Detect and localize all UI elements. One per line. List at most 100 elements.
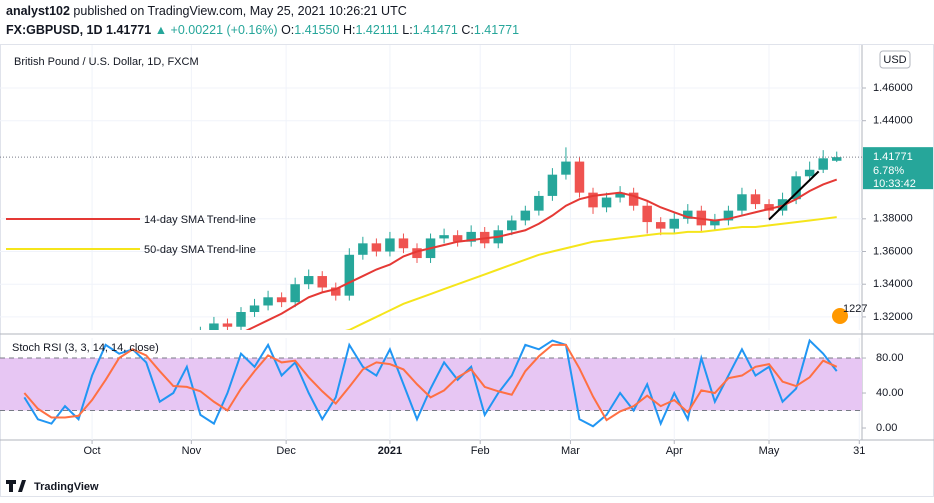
footer-logo <box>6 480 26 492</box>
symbol: FX:GBPUSD, 1D <box>6 23 103 37</box>
candle-body <box>737 194 747 211</box>
candle-body <box>574 161 585 193</box>
price: 1.41771 <box>106 23 151 37</box>
header-line: analyst102 published on TradingView.com,… <box>6 4 407 18</box>
l-value: 1.41471 <box>413 23 458 37</box>
candle-body <box>642 205 652 223</box>
candle-body <box>398 238 409 249</box>
y-tick-label: 1.32000 <box>873 311 913 323</box>
candle-body <box>561 161 571 175</box>
candle-body <box>723 210 734 221</box>
y-tick-label: 1.36000 <box>873 245 913 257</box>
h-value: 1.42111 <box>355 23 398 37</box>
x-tick-label: 2021 <box>378 445 402 457</box>
price-box-text: 6.78% <box>873 165 904 177</box>
stoch-line <box>23 338 838 428</box>
y-tick-label: 0.00 <box>876 422 897 434</box>
candle-body <box>547 174 558 196</box>
trend-line <box>768 170 820 221</box>
legend-label: 14-day SMA Trend-line <box>144 214 256 226</box>
indicator-pane <box>0 338 862 440</box>
candle-body <box>818 158 828 170</box>
published: published on TradingView.com, May 25, 20… <box>73 4 406 18</box>
badge-icon <box>832 308 848 324</box>
candle-body <box>222 323 233 327</box>
x-tick-label: Dec <box>276 445 296 457</box>
badge: 1227 <box>843 303 867 315</box>
candle-body <box>196 333 205 346</box>
sma-line <box>345 216 837 330</box>
x-tick-label: 31 <box>853 445 865 457</box>
candle-body <box>249 305 260 313</box>
y-tick-label: 40.00 <box>876 387 904 399</box>
legend-label: 50-day SMA Trend-line <box>144 244 256 256</box>
c-label: C: <box>461 23 474 37</box>
c-value: 1.41771 <box>474 23 519 37</box>
candle-body <box>371 243 382 252</box>
footer-brand: TradingView <box>34 481 99 493</box>
candle-body <box>439 235 449 239</box>
candle-body <box>507 220 517 231</box>
candle-body <box>412 248 422 259</box>
candle-body <box>710 220 720 226</box>
x-tick-label: Nov <box>182 445 202 457</box>
candle-body <box>344 254 355 296</box>
price-box-text: 10:33:42 <box>873 178 916 190</box>
stoch-line <box>23 343 838 422</box>
o-value: 1.41550 <box>294 23 339 37</box>
plot: Oct Nov Dec 2021 Feb Mar Apr May 31 1.46000 1.4400… <box>0 45 933 457</box>
candle-body <box>276 297 287 303</box>
indicator-band <box>0 358 862 411</box>
x-tick-label: Feb <box>471 445 490 457</box>
indicator-title: Stoch RSI (3, 3, 14, 14, close) <box>12 342 159 354</box>
candle-body <box>317 276 327 288</box>
candle-body <box>588 192 598 208</box>
candle-body <box>669 218 679 229</box>
y-tick-label: 80.00 <box>876 352 904 364</box>
price-box <box>863 147 933 190</box>
candle-body <box>209 323 219 330</box>
candle-body <box>452 235 463 242</box>
x-tick-label: Apr <box>666 445 683 457</box>
price-box-value: 1.41771 <box>873 151 913 163</box>
x-tick-label: May <box>759 445 780 457</box>
x-tick-label: Oct <box>84 445 101 457</box>
y-tick-label: 1.46000 <box>873 82 913 94</box>
candle-body <box>182 346 191 353</box>
candle-body <box>791 176 801 200</box>
candle-body <box>655 222 666 229</box>
l-label: L: <box>402 23 412 37</box>
candle-body <box>385 238 395 252</box>
sma-line <box>245 178 838 330</box>
x-tick-label: Mar <box>561 445 580 457</box>
candle-body <box>331 287 341 296</box>
candle-body <box>263 297 273 306</box>
candle-body <box>683 210 693 219</box>
chart-title: British Pound / U.S. Dollar, 1D, FXCM <box>14 56 199 68</box>
h-label: H: <box>343 23 356 37</box>
y-tick-label: 1.38000 <box>873 213 913 225</box>
candle-body <box>750 194 761 205</box>
author: analyst102 <box>6 4 70 18</box>
change: ▲ +0.00221 (+0.16%) <box>155 23 278 37</box>
frame <box>0 44 934 497</box>
y-tick-label: 1.44000 <box>873 115 913 127</box>
o-label: O: <box>281 23 294 37</box>
candle-body <box>290 284 300 303</box>
currency[interactable]: USD <box>883 54 906 66</box>
candle-body <box>601 197 612 208</box>
y-tick-label: 1.34000 <box>873 278 913 290</box>
candle-body <box>804 169 815 177</box>
price-pane <box>0 45 862 353</box>
candle-body <box>615 192 625 198</box>
candle-body <box>169 341 178 352</box>
candle-body <box>764 204 774 211</box>
candle-body <box>831 157 842 161</box>
currency-box[interactable] <box>879 50 911 69</box>
candle-body <box>466 231 476 242</box>
candle-body <box>236 312 246 327</box>
candle-body <box>628 192 639 206</box>
candle-body <box>520 210 531 221</box>
candle-body <box>534 195 544 211</box>
